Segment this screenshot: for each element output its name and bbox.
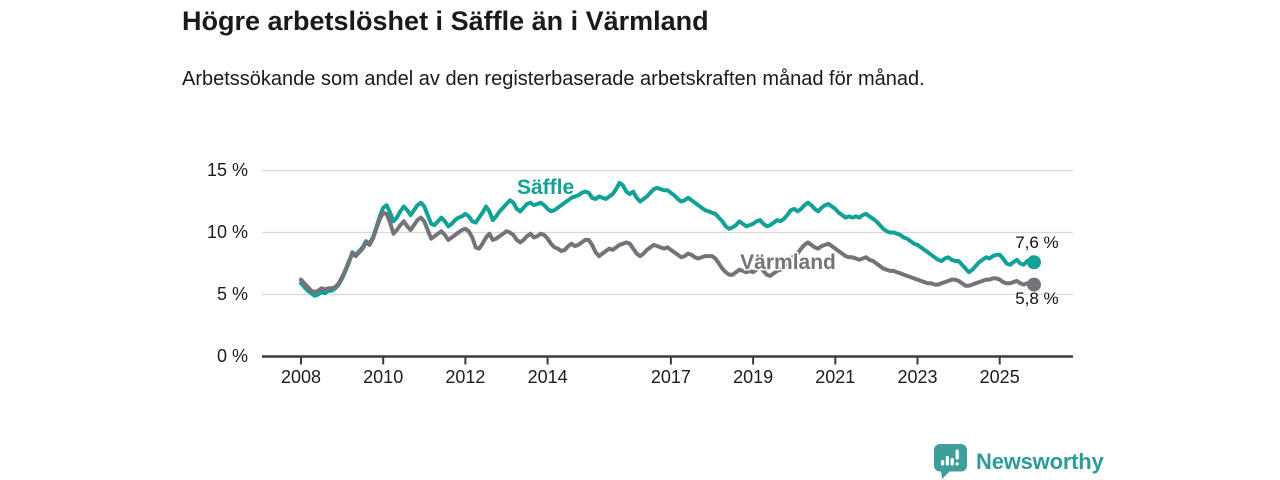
newsworthy-logo[interactable]: Newsworthy (934, 444, 1104, 479)
varmland-end-value-label: 5,8 % (1015, 288, 1059, 308)
x-axis-tick-label: 2012 (445, 367, 486, 387)
y-axis-tick-label: 15 % (206, 159, 248, 180)
x-axis-tick-label: 2019 (733, 367, 774, 387)
varmland-end-dot (1026, 277, 1041, 292)
x-axis-tick-label: 2021 (815, 367, 856, 387)
saffle-end-dot (1026, 255, 1041, 270)
y-axis-tick-label: 0 % (216, 345, 248, 366)
chart-subtitle: Arbetssökande som andel av den registerb… (182, 68, 925, 90)
saffle-line (299, 180, 1036, 298)
x-axis-tick-label: 2023 (897, 367, 938, 387)
varmland-series-label: Värmland (740, 250, 836, 274)
x-axis-tick-label: 2008 (280, 367, 322, 387)
x-axis-tick-label: 2010 (363, 367, 404, 387)
saffle-series-label: Säffle (516, 175, 575, 199)
x-axis-tick-label: 2014 (527, 367, 568, 387)
chart-title: Högre arbetslöshet i Säffle än i Värmlan… (182, 6, 709, 36)
x-axis-tick-label: 2017 (650, 367, 691, 387)
x-axis-tick-label: 2025 (979, 367, 1020, 387)
saffle-end-value-label: 7,6 % (1015, 232, 1059, 252)
y-axis-tick-label: 5 % (216, 283, 248, 304)
varmland-line (299, 210, 1036, 294)
bar-chart-speech-bubble-icon (934, 444, 967, 479)
newsworthy-wordmark: Newsworthy (976, 448, 1104, 474)
y-axis-tick-label: 10 % (206, 221, 248, 242)
